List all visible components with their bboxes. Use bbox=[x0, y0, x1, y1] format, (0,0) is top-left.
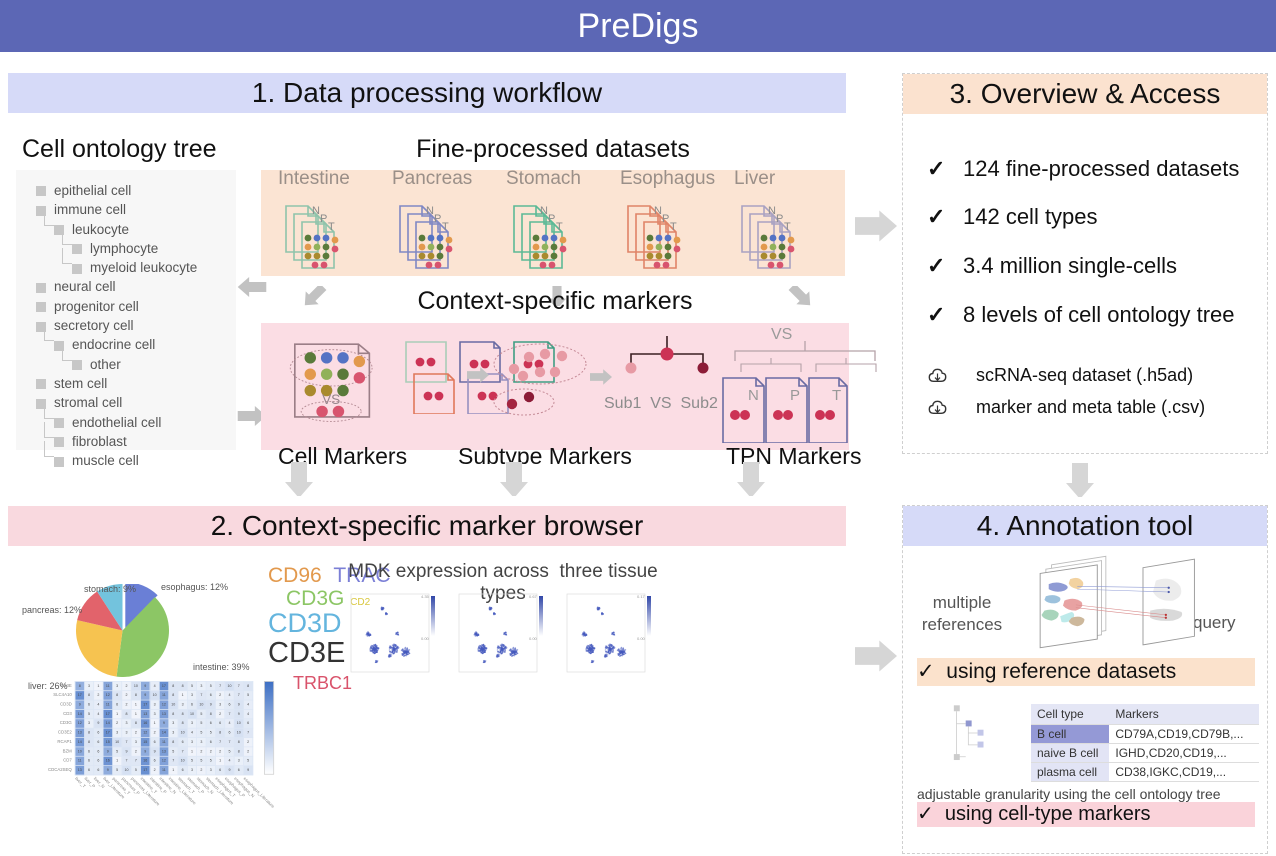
svg-text:T: T bbox=[328, 221, 335, 233]
svg-text:P: P bbox=[320, 213, 327, 225]
svg-text:0.00: 0.00 bbox=[529, 636, 538, 641]
svg-text:0.17: 0.17 bbox=[637, 594, 646, 599]
svg-text:N: N bbox=[748, 387, 759, 404]
svg-text:T: T bbox=[670, 221, 677, 233]
svg-text:VS: VS bbox=[322, 392, 340, 407]
svg-text:N: N bbox=[768, 205, 776, 217]
svg-text:T: T bbox=[832, 387, 841, 404]
svg-text:T: T bbox=[442, 221, 449, 233]
svg-text:P: P bbox=[662, 213, 669, 225]
svg-text:0.67: 0.67 bbox=[529, 594, 538, 599]
svg-text:N: N bbox=[312, 205, 320, 217]
svg-text:P: P bbox=[548, 213, 555, 225]
svg-text:P: P bbox=[790, 387, 800, 404]
svg-text:T: T bbox=[784, 221, 791, 233]
svg-text:N: N bbox=[540, 205, 548, 217]
svg-text:N: N bbox=[426, 205, 434, 217]
svg-text:P: P bbox=[434, 213, 441, 225]
svg-text:T: T bbox=[556, 221, 563, 233]
svg-text:0.00: 0.00 bbox=[637, 636, 646, 641]
svg-text:0.00: 0.00 bbox=[421, 636, 430, 641]
svg-text:P: P bbox=[776, 213, 783, 225]
svg-text:N: N bbox=[654, 205, 662, 217]
svg-text:4.35: 4.35 bbox=[421, 594, 430, 599]
